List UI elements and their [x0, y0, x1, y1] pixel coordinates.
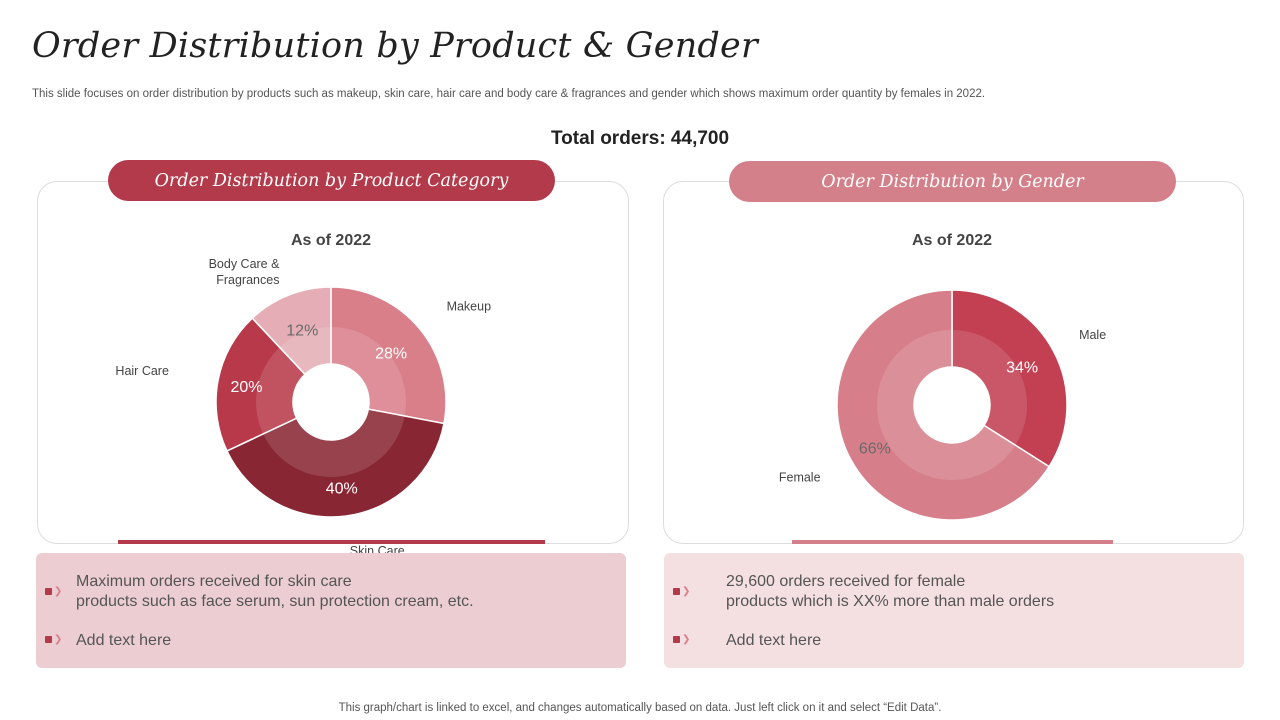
value-label-male: 34%: [1006, 359, 1038, 376]
value-label-body-care-fragrances: 12%: [286, 322, 318, 339]
page-subtitle: This slide focuses on order distribution…: [32, 88, 986, 100]
gender-note-2: Add text here: [726, 631, 821, 651]
category-label-male: Male: [1079, 328, 1106, 342]
category-label-line: Hair Care: [115, 364, 169, 378]
bullet-arrow-icon: ❯: [673, 587, 695, 597]
gender-notes-box: ❯ 29,600 orders received for female prod…: [664, 553, 1244, 668]
bullet-arrow-icon: ❯: [45, 635, 67, 645]
category-label-female: Female: [779, 470, 821, 484]
slice-shade-hair-care: [256, 347, 305, 434]
slice-shade-skin-care: [263, 409, 405, 478]
category-label-line: Makeup: [447, 299, 492, 313]
product-notes-box: ❯ Maximum orders received for skin care …: [36, 553, 626, 668]
gender-note-1-line2: products which is XX% more than male ord…: [726, 593, 1055, 610]
total-orders: Total orders: 44,700: [550, 128, 730, 149]
product-panel-underline: [118, 540, 545, 544]
category-label-hair-care: Hair Care: [115, 364, 169, 378]
slice-makeup: [330, 286, 447, 425]
value-label-female: 66%: [859, 440, 891, 457]
gender-note-2-line1: Add text here: [726, 632, 822, 649]
product-category-header: Order Distribution by Product Category: [108, 160, 555, 201]
product-note-1-line1: Maximum orders received for skin care: [76, 573, 352, 590]
slice-shade-female: [877, 330, 1016, 481]
slice-shade-body-care-fragrances: [279, 327, 331, 375]
gender-header: Order Distribution by Gender: [729, 161, 1176, 202]
product-note-1: Maximum orders received for skin care pr…: [76, 572, 474, 612]
slice-shade-male: [952, 330, 1027, 446]
category-label-line: Male: [1079, 328, 1106, 342]
bullet-arrow-icon: ❯: [673, 635, 695, 645]
value-label-skin-care: 40%: [326, 480, 358, 497]
value-label-makeup: 28%: [375, 345, 407, 362]
category-label-makeup: Makeup: [447, 299, 492, 313]
slice-skin-care: [225, 408, 445, 518]
product-note-2: Add text here: [76, 631, 171, 651]
gender-chart-title: As of 2022: [911, 232, 993, 249]
category-label-line: Body Care &: [209, 257, 281, 271]
product-note-1-line2: products such as face serum, sun protect…: [76, 593, 474, 610]
gender-panel-underline: [792, 540, 1113, 544]
page-title: Order Distribution by Product & Gender: [32, 26, 758, 66]
product-chart-title: As of 2022: [290, 232, 372, 249]
category-label-line: Female: [779, 470, 821, 484]
slice-male: [951, 289, 1068, 468]
gender-note-1: 29,600 orders received for female produc…: [726, 572, 1054, 612]
value-label-hair-care: 20%: [231, 379, 263, 396]
category-label-line: Fragrances: [216, 273, 279, 287]
product-note-2-line1: Add text here: [76, 632, 172, 649]
footer-note: This graph/chart is linked to excel, and…: [338, 702, 942, 714]
slice-body-care-fragrances: [251, 286, 332, 376]
gender-donut: 34% Male 66% Female: [779, 289, 1106, 521]
slice-shade-makeup: [331, 327, 406, 417]
gender-note-1-line1: 29,600 orders received for female: [726, 573, 966, 590]
bullet-arrow-icon: ❯: [45, 587, 67, 597]
category-label-body-care-fragrances: Body Care & Fragrances: [209, 257, 281, 287]
slice-female: [836, 289, 1051, 521]
